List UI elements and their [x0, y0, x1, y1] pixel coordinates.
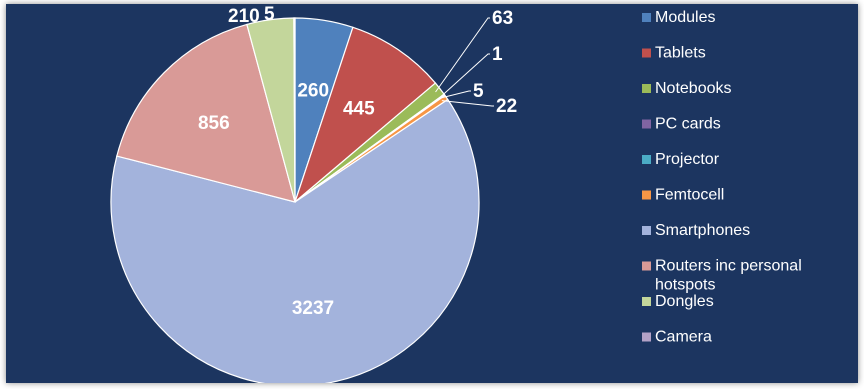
pie-slice-camera	[293, 17, 296, 203]
data-label-tablets: 445	[343, 98, 375, 119]
data-label-modules: 260	[297, 80, 329, 101]
legend-label-notebooks: Notebooks	[655, 80, 732, 97]
legend-label-routers-inc-personal-hotspots: Routers inc personal hotspots	[655, 258, 802, 294]
pie-slice-tablets	[293, 26, 437, 204]
data-label-dongles: 210	[228, 6, 260, 27]
legend-swatch-modules	[642, 13, 651, 22]
legend-swatch-routers-inc-personal-hotspots	[642, 261, 651, 271]
data-label-notebooks: 63	[492, 8, 513, 29]
leader-line-notebooks	[435, 17, 490, 93]
legend-swatch-notebooks	[642, 84, 651, 93]
legend-swatch-camera	[642, 332, 651, 342]
leader-line-pc-cards	[439, 53, 490, 98]
legend-label-smartphones: Smartphones	[655, 222, 750, 239]
chart-panel: 260 445 63 1 5 22 3237 856 210 5 Modules Tablets No…	[6, 4, 858, 383]
legend-label-camera: Camera	[655, 329, 712, 346]
data-label-projector: 5	[473, 81, 484, 102]
legend-label-tablets: Tablets	[655, 45, 706, 62]
legend-swatch-pc-cards	[642, 119, 651, 129]
legend-label-projector: Projector	[655, 151, 720, 168]
legend-swatch-smartphones	[642, 226, 651, 235]
legend-label-dongles: Dongles	[655, 293, 714, 310]
legend-label-pc-cards: PC cards	[655, 116, 721, 133]
leader-line-projector	[440, 90, 471, 99]
legend-swatch-dongles	[642, 297, 651, 306]
leader-line-femtocell	[441, 100, 494, 107]
legend-swatch-femtocell	[642, 190, 651, 200]
pie-slice-routers-inc-personal-hotspots	[116, 23, 296, 203]
legend-label-femtocell: Femtocell	[655, 187, 724, 204]
data-label-camera: 5	[264, 4, 275, 25]
data-label-pc-cards: 1	[492, 44, 503, 65]
legend-swatch-tablets	[642, 48, 651, 58]
data-label-smartphones: 3237	[292, 298, 334, 319]
legend-swatch-projector	[642, 155, 651, 164]
data-label-femtocell: 22	[496, 96, 517, 117]
legend-label-modules: Modules	[655, 9, 715, 26]
data-label-routers-inc-personal-hotspots: 856	[198, 113, 230, 134]
pie-slice-smartphones	[110, 98, 480, 383]
